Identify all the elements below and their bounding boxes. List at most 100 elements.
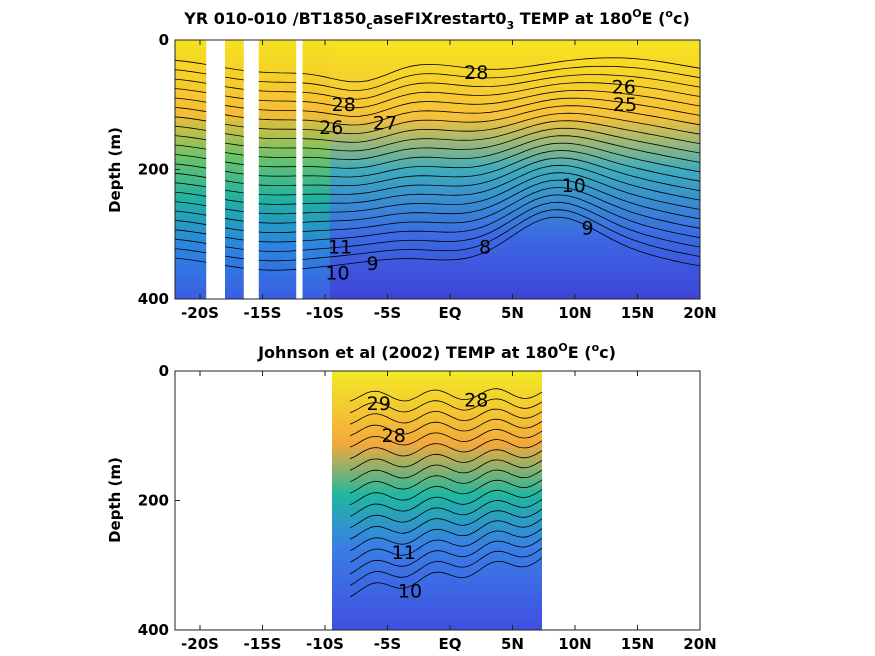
isotherm	[175, 164, 700, 205]
isotherm	[175, 105, 700, 135]
title-part-d: E (	[568, 343, 592, 362]
title-part-a: YR 010-010 /BT1850	[183, 9, 366, 28]
y-axis-label: Depth (m)	[106, 457, 124, 543]
isotherm	[349, 498, 542, 529]
title-part-e: c)	[599, 343, 616, 362]
title-deg1: O	[558, 341, 567, 354]
contour-label: 25	[613, 94, 637, 116]
contour-label: 9	[366, 253, 378, 275]
isotherm	[175, 74, 700, 100]
x-ticks: -20S -15S -10S -5S EQ 5N 10N 15N 20N	[181, 371, 717, 653]
isotherm	[175, 150, 700, 187]
x-tick-label: -5S	[374, 304, 401, 322]
isotherm	[175, 135, 700, 169]
isotherm	[175, 142, 700, 178]
title-deg2: o	[665, 7, 673, 20]
contour-label: 9	[581, 217, 593, 239]
isotherm	[349, 547, 542, 586]
title-deg2: o	[592, 341, 600, 354]
contour-label: 28	[332, 94, 356, 116]
contour-label: 29	[367, 393, 391, 415]
y-tick-label: 200	[138, 161, 169, 179]
isotherm	[349, 557, 542, 598]
x-tick-label: -10S	[306, 304, 344, 322]
isotherm	[175, 209, 700, 262]
contour-label: 26	[319, 117, 343, 139]
contour-label: 8	[479, 237, 491, 259]
y-tick-label: 400	[138, 621, 169, 639]
x-ticks: -20S -15S -10S -5S EQ 5N 10N 15N 20N	[181, 40, 717, 322]
title-deg1: O	[632, 7, 641, 20]
isotherm	[175, 216, 700, 271]
x-tick-label: 10N	[558, 635, 591, 653]
x-tick-label: 5N	[501, 635, 524, 653]
isotherm	[349, 408, 542, 425]
isotherm	[349, 459, 542, 483]
isotherm	[175, 194, 700, 243]
isotherm	[175, 97, 700, 126]
temperature-field	[332, 371, 542, 630]
chart-title: YR 010-010 /BT1850caseFIXrestart03 TEMP …	[183, 7, 690, 32]
isotherm	[349, 479, 542, 506]
y-tick-label: 0	[159, 362, 169, 380]
isotherm	[349, 518, 542, 552]
contour-label: 10	[325, 263, 349, 285]
isotherm	[175, 89, 700, 117]
isotherm	[175, 157, 700, 196]
contour-label: 11	[328, 237, 352, 259]
isotherm	[175, 57, 700, 83]
contour-lines	[349, 388, 542, 598]
contour-lines	[175, 57, 700, 271]
data-gap	[296, 40, 303, 299]
contour-label: 26	[612, 77, 636, 99]
x-tick-label: 20N	[683, 304, 716, 322]
isotherm	[349, 398, 542, 414]
title-part-e: c)	[673, 9, 690, 28]
isotherm	[175, 172, 700, 215]
isotherm	[349, 469, 542, 494]
x-tick-label: 15N	[621, 304, 654, 322]
contour-label: 28	[464, 390, 488, 412]
contour-label: 27	[373, 112, 397, 134]
title-sub1: c	[366, 19, 373, 32]
data-gaps	[206, 40, 303, 299]
title-sub2: 3	[507, 19, 515, 32]
isotherm	[175, 82, 700, 109]
isotherm	[349, 439, 542, 460]
y-tick-label: 200	[138, 492, 169, 510]
chart-title: Johnson et al (2002) TEMP at 180OE (oc)	[257, 341, 616, 362]
isotherm	[175, 127, 700, 161]
title-part-c: TEMP at 180	[514, 9, 632, 28]
isotherm	[349, 508, 542, 540]
y-tick-label: 400	[138, 290, 169, 308]
x-tick-label: -20S	[181, 304, 219, 322]
x-tick-label: 20N	[683, 635, 716, 653]
isotherm	[175, 179, 700, 224]
isotherm	[175, 65, 700, 91]
isotherm	[349, 418, 542, 437]
isotherm	[349, 489, 542, 517]
x-tick-label: -5S	[374, 635, 401, 653]
x-tick-label: EQ	[439, 635, 462, 653]
contour-label: 10	[398, 581, 422, 603]
isotherm	[175, 112, 700, 143]
isotherm	[349, 537, 542, 575]
contour-label: 28	[464, 62, 488, 84]
y-ticks: 0 200 400	[138, 362, 180, 639]
y-tick-label: 0	[159, 31, 169, 49]
isotherm	[349, 449, 542, 471]
isotherm	[175, 201, 700, 252]
y-axis-label: Depth (m)	[106, 127, 124, 213]
contour-label: 28	[382, 425, 406, 447]
contour-label: 10	[562, 175, 586, 197]
isotherm	[349, 528, 542, 563]
x-tick-label: 10N	[558, 304, 591, 322]
temperature-field	[175, 40, 700, 299]
y-ticks: 0 200 400	[138, 31, 180, 308]
isotherm	[349, 428, 542, 448]
title-part-b: aseFIXrestart0	[373, 9, 507, 28]
